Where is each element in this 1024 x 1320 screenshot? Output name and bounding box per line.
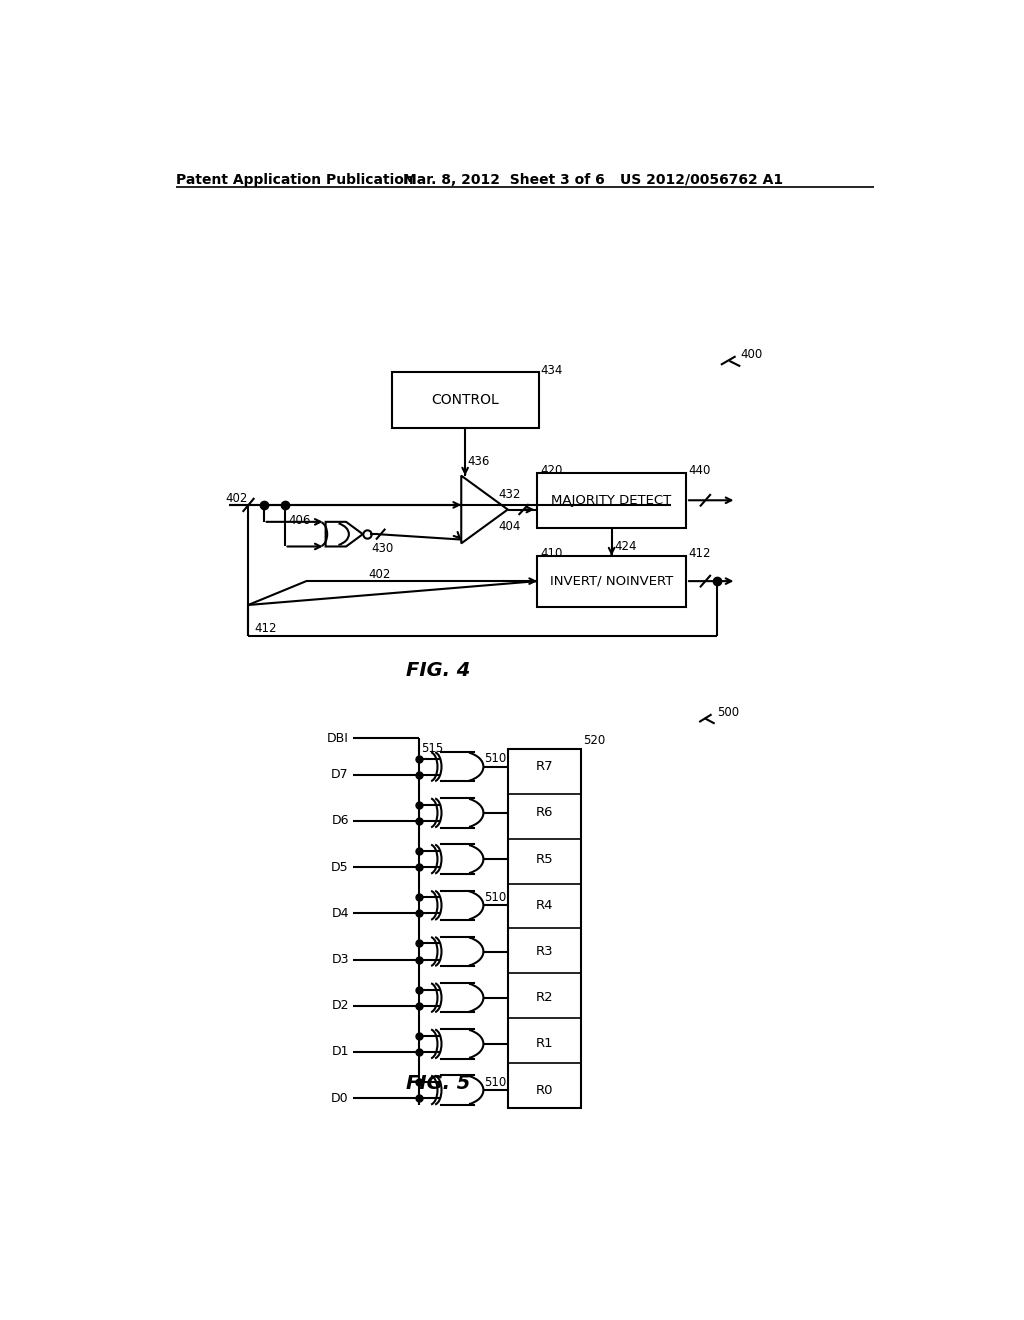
Text: 520: 520 — [583, 734, 605, 747]
Text: D0: D0 — [331, 1092, 349, 1105]
Text: D4: D4 — [332, 907, 349, 920]
Text: D1: D1 — [332, 1045, 349, 1059]
Text: 402: 402 — [225, 492, 247, 506]
Text: MAJORITY DETECT: MAJORITY DETECT — [552, 494, 672, 507]
Text: D6: D6 — [332, 814, 349, 828]
Text: 420: 420 — [541, 463, 562, 477]
Bar — [508, 748, 582, 1107]
Text: DBI: DBI — [327, 731, 349, 744]
Text: 430: 430 — [372, 541, 393, 554]
Text: 436: 436 — [467, 455, 489, 469]
Text: R1: R1 — [536, 1038, 553, 1051]
Text: 500: 500 — [717, 706, 739, 719]
Text: 515: 515 — [421, 742, 443, 755]
Text: R6: R6 — [536, 807, 553, 820]
Text: FIG. 5: FIG. 5 — [406, 1074, 470, 1093]
Text: D2: D2 — [332, 999, 349, 1012]
Bar — [538, 473, 686, 528]
Text: 412: 412 — [688, 546, 711, 560]
Text: 400: 400 — [740, 348, 763, 362]
Bar — [391, 372, 539, 428]
Text: R5: R5 — [536, 853, 553, 866]
Text: 404: 404 — [499, 520, 521, 533]
Text: D7: D7 — [331, 768, 349, 781]
Text: 412: 412 — [254, 622, 276, 635]
Text: 406: 406 — [289, 513, 311, 527]
Text: 440: 440 — [688, 463, 711, 477]
Text: 432: 432 — [499, 487, 521, 500]
Text: 424: 424 — [614, 540, 637, 553]
Text: US 2012/0056762 A1: US 2012/0056762 A1 — [621, 173, 783, 187]
Bar — [538, 556, 686, 607]
Text: 510: 510 — [483, 891, 506, 904]
Text: 402: 402 — [369, 569, 390, 582]
Text: 510: 510 — [483, 1076, 506, 1089]
Text: R3: R3 — [536, 945, 553, 958]
Text: R0: R0 — [536, 1084, 553, 1097]
Text: D5: D5 — [331, 861, 349, 874]
Text: R2: R2 — [536, 991, 553, 1005]
Polygon shape — [461, 475, 508, 544]
Text: FIG. 4: FIG. 4 — [406, 661, 470, 680]
Text: 410: 410 — [541, 546, 562, 560]
Text: CONTROL: CONTROL — [431, 393, 499, 407]
Text: R7: R7 — [536, 760, 553, 774]
Text: Patent Application Publication: Patent Application Publication — [176, 173, 414, 187]
Text: INVERT/ NOINVERT: INVERT/ NOINVERT — [550, 574, 673, 587]
Polygon shape — [326, 521, 362, 546]
Text: Mar. 8, 2012  Sheet 3 of 6: Mar. 8, 2012 Sheet 3 of 6 — [403, 173, 605, 187]
Text: 434: 434 — [541, 364, 562, 378]
Text: R4: R4 — [536, 899, 553, 912]
Text: D3: D3 — [332, 953, 349, 966]
Text: 510: 510 — [483, 752, 506, 766]
